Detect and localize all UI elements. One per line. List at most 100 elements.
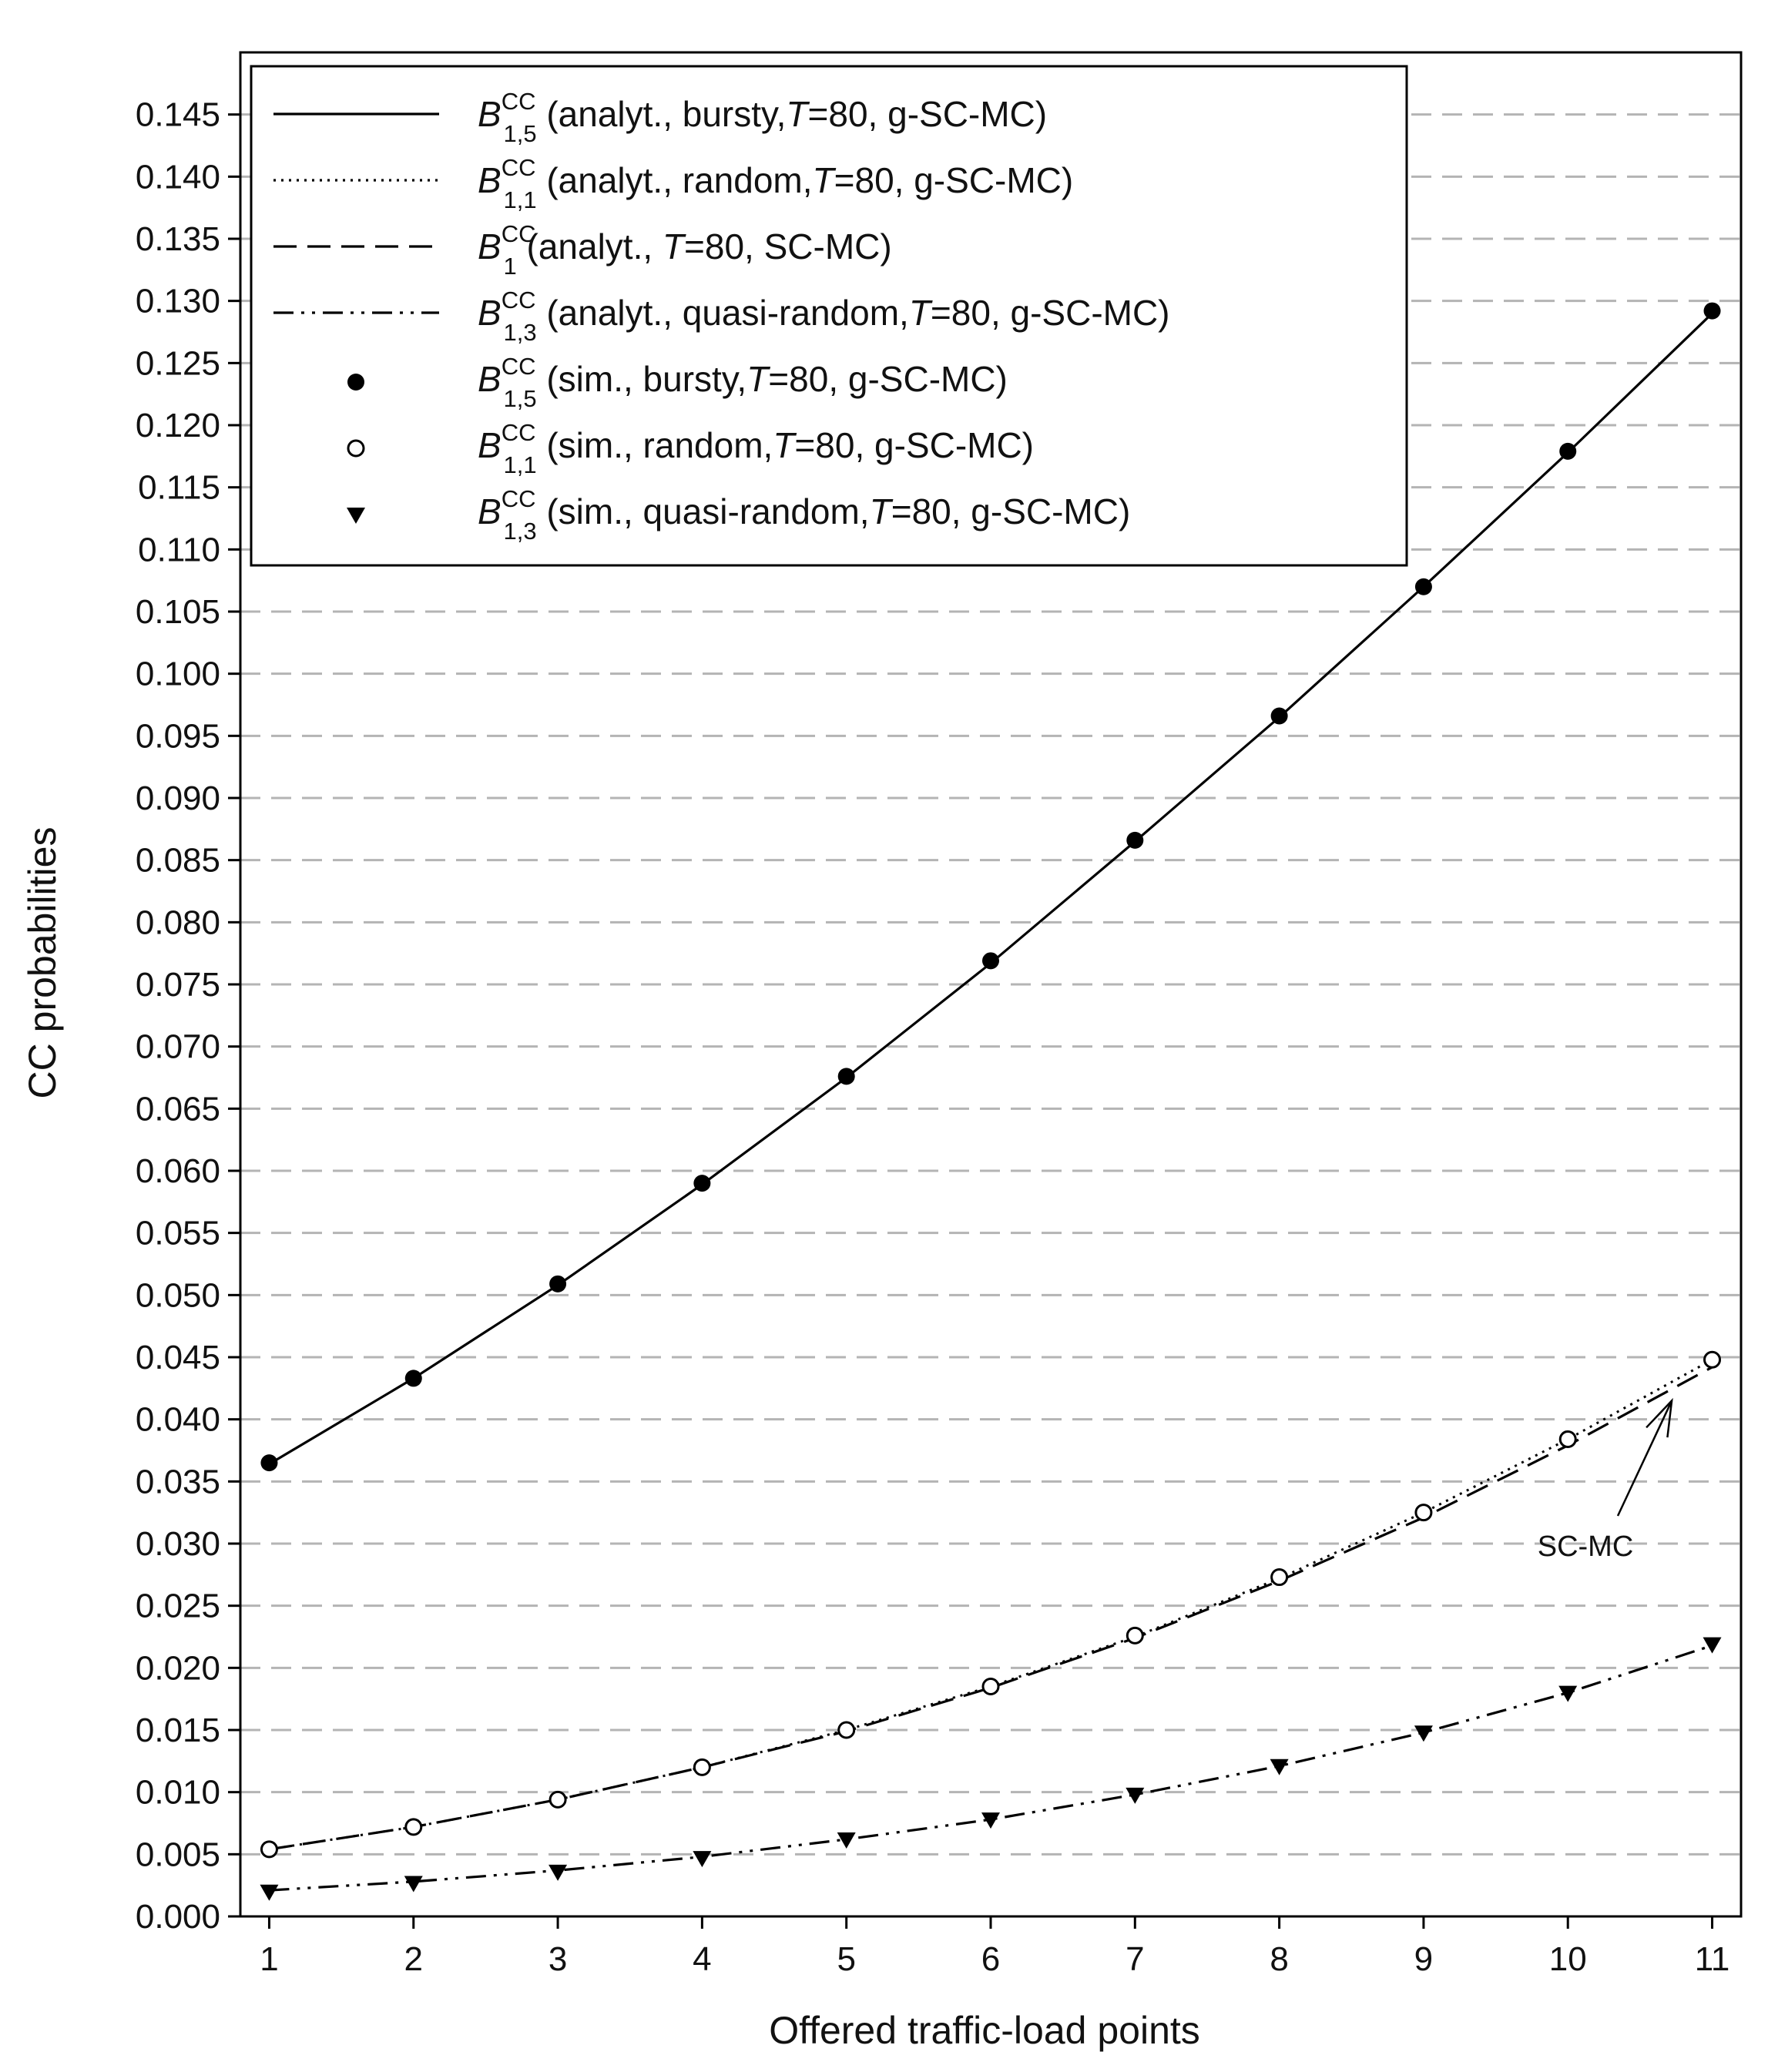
data-point-s11: [1558, 1430, 1577, 1448]
y-tick-label: 0.050: [136, 1276, 220, 1314]
y-tick-label: 0.015: [136, 1712, 220, 1749]
y-tick-label: 0.045: [136, 1339, 220, 1376]
x-tick-label: 6: [981, 1940, 1000, 1978]
y-tick-label: 0.030: [136, 1525, 220, 1563]
series-line-a1: [269, 1366, 1713, 1851]
x-tick-label: 3: [549, 1940, 567, 1978]
y-tick-label: 0.080: [136, 904, 220, 941]
y-tick-label: 0.065: [136, 1090, 220, 1128]
legend-T-text: T: [663, 226, 686, 267]
data-point-s15: [1703, 302, 1721, 320]
data-point-s11: [260, 1840, 278, 1859]
data-point-s15: [404, 1370, 422, 1387]
legend-sym-text: B: [478, 160, 502, 200]
data-point-s13: [260, 1884, 279, 1901]
legend-label-a1: BCC 1 (analyt., T=80, SC-MC): [478, 220, 892, 280]
y-tick-label: 0.075: [136, 966, 220, 1004]
y-tick-label: 0.070: [136, 1028, 220, 1066]
data-point-s13: [981, 1812, 1000, 1829]
legend-sup-text: CC: [502, 154, 536, 181]
y-tick-label: 0.100: [136, 655, 220, 693]
data-point-s13: [1126, 1787, 1145, 1804]
y-tick-label: 0.125: [136, 344, 220, 382]
legend-rest-text: =80, g-SC-MC): [808, 94, 1048, 134]
x-tick-label: 7: [1126, 1940, 1144, 1978]
data-point-s13: [1558, 1685, 1578, 1702]
data-point-s15: [1559, 442, 1577, 460]
legend-desc-text: (analyt., quasi-random,: [537, 293, 909, 333]
y-axis-title: CC probabilities: [21, 827, 64, 1099]
annotations: SC-MC: [1538, 1397, 1673, 1563]
y-tick-label: 0.005: [136, 1836, 220, 1873]
legend-desc-text: (sim., bursty,: [537, 359, 747, 399]
x-tick-label: 4: [693, 1940, 711, 1978]
legend-sym-text: B: [478, 359, 502, 399]
y-tick-label: 0.090: [136, 780, 220, 817]
legend-label-s15: BCC 1,5 (sim., bursty,T=80, g-SC-MC): [478, 353, 1008, 412]
y-tick-label: 0.055: [136, 1215, 220, 1252]
y-tick-label: 0.085: [136, 842, 220, 880]
data-point-s11: [693, 1758, 711, 1776]
data-point-s15: [260, 1454, 278, 1472]
legend-label-a11: BCC 1,1 (analyt., random,T=80, g-SC-MC): [478, 154, 1073, 213]
legend-T-text: T: [773, 425, 797, 465]
legend-label-a13: BCC 1,3 (analyt., quasi-random,T=80, g-SC…: [478, 287, 1170, 346]
y-tick-label: 0.000: [136, 1898, 220, 1936]
y-tick-label: 0.010: [136, 1774, 220, 1812]
y-tick-label: 0.120: [136, 407, 220, 444]
data-point-s11: [404, 1818, 423, 1836]
legend-desc-text: (sim., quasi-random,: [537, 491, 870, 531]
y-tick-label: 0.040: [136, 1401, 220, 1439]
y-tick-label: 0.145: [136, 96, 220, 134]
legend: BCC 1,5 (analyt., bursty,T=80, g-SC-MC)BC…: [250, 65, 1408, 567]
legend-sym-text: B: [478, 491, 502, 531]
annotation-arrow-shaft: [1616, 1400, 1673, 1517]
legend-rest-text: =80, g-SC-MC): [931, 293, 1170, 333]
data-point-s13: [1414, 1725, 1433, 1742]
legend-desc-text: (analyt., bursty,: [537, 94, 787, 134]
legend-sup-text: CC: [502, 88, 536, 115]
legend-sup-text: CC: [502, 220, 536, 247]
x-tick-label: 1: [260, 1940, 278, 1978]
y-tick-label: 0.130: [136, 283, 220, 320]
legend-sup-text: CC: [502, 287, 536, 313]
y-tick-label: 0.025: [136, 1588, 220, 1625]
data-point-s13: [1270, 1759, 1289, 1775]
legend-T-text: T: [909, 293, 933, 333]
plot-frame: [239, 51, 1743, 1918]
legend-rest-text: =80, g-SC-MC): [768, 359, 1008, 399]
y-tick-label: 0.115: [138, 469, 220, 507]
data-point-s13: [837, 1832, 856, 1849]
legend-label-s13: BCC 1,3 (sim., quasi-random,T=80, g-SC-MC…: [478, 485, 1130, 545]
data-point-s11: [981, 1678, 1000, 1696]
data-point-s15: [1270, 707, 1288, 725]
legend-sub-text: 1,1: [503, 186, 536, 213]
legend-sup-text: CC: [502, 353, 536, 380]
data-point-s11: [1414, 1504, 1433, 1522]
x-tick-label: 10: [1549, 1940, 1587, 1978]
legend-sub-text: 1: [503, 253, 516, 280]
legend-T-text: T: [813, 160, 837, 200]
data-point-s13: [693, 1851, 712, 1868]
legend-marker-s13: [347, 508, 365, 524]
x-tick-label: 11: [1695, 1940, 1730, 1978]
annotation-sc-mc: SC-MC: [1538, 1531, 1634, 1563]
legend-desc-text: (analyt.,: [517, 226, 663, 267]
legend-sub-text: 1,3: [503, 518, 536, 545]
legend-desc-text: (analyt., random,: [537, 160, 813, 200]
legend-sym-text: B: [478, 226, 502, 267]
legend-sup-text: CC: [502, 485, 536, 512]
legend-label-a15: BCC 1,5 (analyt., bursty,T=80, g-SC-MC): [478, 88, 1047, 147]
legend-rest-text: =80, g-SC-MC): [891, 491, 1131, 531]
x-tick-label: 9: [1414, 1940, 1433, 1978]
legend-T-text: T: [746, 359, 770, 399]
y-tick-label: 0.135: [136, 220, 220, 258]
y-tick-label: 0.105: [136, 593, 220, 631]
x-tick-label: 8: [1270, 1940, 1288, 1978]
legend-sub-text: 1,5: [503, 385, 536, 412]
data-point-s11: [1126, 1626, 1144, 1645]
data-point-s13: [404, 1876, 423, 1893]
series-markers: [260, 302, 1722, 1901]
